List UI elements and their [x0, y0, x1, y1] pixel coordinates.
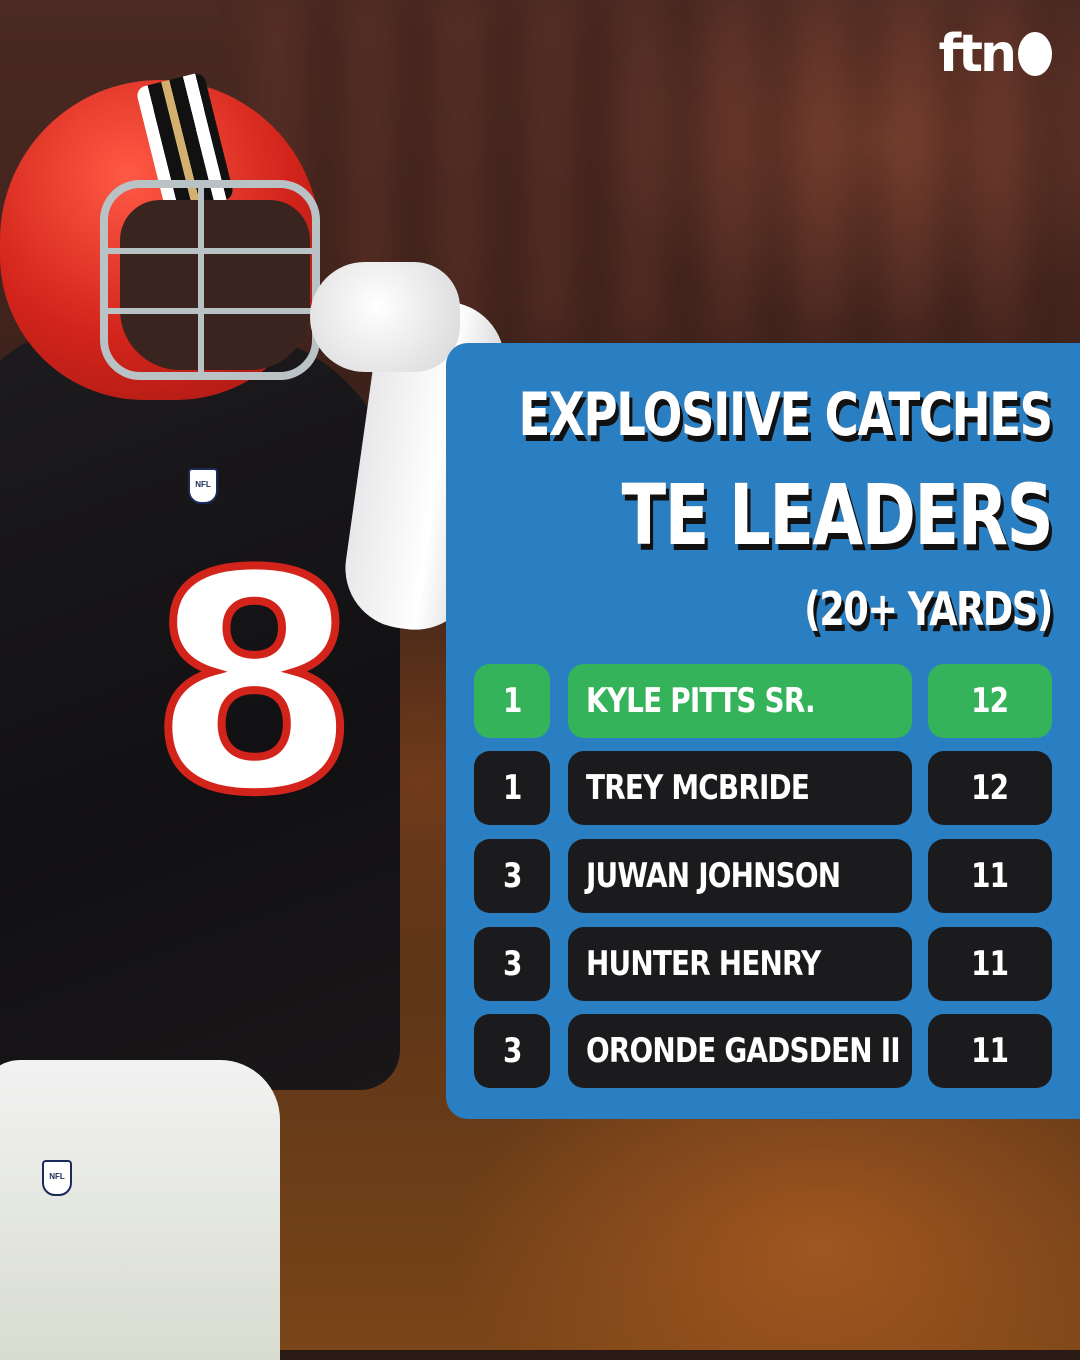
title-line-2: TE LEADERS [621, 466, 1053, 564]
leaderboard-row: 3 HUNTER HENRY 11 [474, 927, 1052, 1001]
player-name-cell: ORONDE GADSDEN II [568, 1014, 912, 1088]
player-name-cell: KYLE PITTS SR. [568, 664, 912, 738]
count-cell: 12 [928, 751, 1052, 825]
nfl-shield-icon: NFL [42, 1160, 72, 1196]
player-pants [0, 1060, 280, 1360]
player-name-cell: TREY MCBRIDE [568, 751, 912, 825]
jersey-number: 8 [146, 510, 363, 859]
player-name-cell: HUNTER HENRY [568, 927, 912, 1001]
leaderboard-row: 1 KYLE PITTS SR. 12 [474, 664, 1052, 738]
count-cell: 11 [928, 839, 1052, 913]
logo-text: ftn [938, 24, 1017, 84]
leaderboard-row: 3 JUWAN JOHNSON 11 [474, 839, 1052, 913]
rank-cell: 3 [474, 839, 550, 913]
title-line-3: (20+ YARDS) [804, 582, 1053, 636]
leaderboard-row: 3 ORONDE GADSDEN II 11 [474, 1014, 1052, 1088]
facemask [100, 180, 320, 380]
count-cell: 11 [928, 927, 1052, 1001]
football-icon [1018, 32, 1052, 76]
title-line-1: EXPLOSIIVE CATCHES [518, 380, 1054, 450]
count-cell: 12 [928, 664, 1052, 738]
ftn-logo: ftn [938, 24, 1052, 84]
rank-cell: 3 [474, 927, 550, 1001]
nfl-shield-icon: NFL [188, 468, 218, 504]
rank-cell: 3 [474, 1014, 550, 1088]
count-cell: 11 [928, 1014, 1052, 1088]
rank-cell: 1 [474, 664, 550, 738]
rank-cell: 1 [474, 751, 550, 825]
player-name-cell: JUWAN JOHNSON [568, 839, 912, 913]
player-photo: 8 NFL NFL [0, 71, 513, 1360]
leaderboard-row: 1 TREY MCBRIDE 12 [474, 751, 1052, 825]
player-fist [310, 262, 460, 372]
player-jersey [0, 330, 400, 1090]
